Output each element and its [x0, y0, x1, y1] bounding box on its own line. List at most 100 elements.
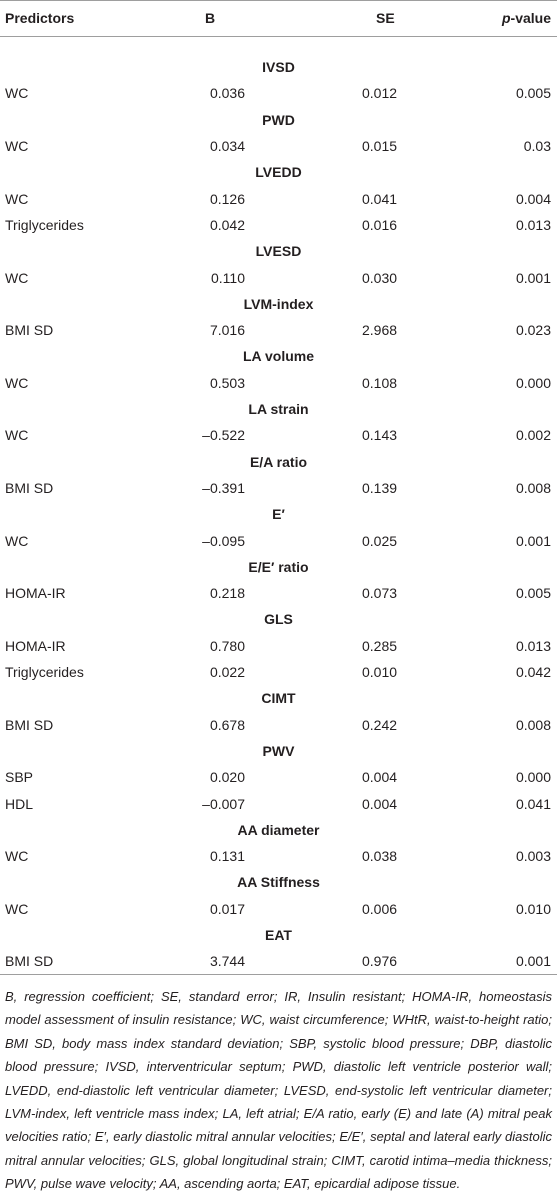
p-value: 0.023 — [515, 322, 551, 339]
se-value: 0.038 — [362, 848, 398, 865]
b-value: 0.020 — [209, 769, 245, 786]
se-value: 0.073 — [362, 585, 398, 602]
b-value: 0.678 — [209, 716, 245, 733]
header-cell: p-value — [502, 8, 551, 28]
b-value: 0.034 — [209, 138, 245, 155]
predictor: HOMA-IR — [5, 637, 66, 654]
header-cell: SE — [376, 10, 395, 26]
predictor: BMI SD — [5, 716, 54, 733]
bottom-rule — [0, 974, 557, 975]
p-value: 0.008 — [515, 716, 551, 733]
b-value: –0.007 — [202, 795, 245, 812]
predictor: WC — [5, 427, 29, 444]
group-heading: CIMT — [261, 690, 296, 707]
se-value: 0.143 — [362, 427, 398, 444]
p-value: 0.003 — [515, 848, 551, 865]
b-value: 7.016 — [209, 322, 245, 339]
group-heading: PWD — [262, 111, 295, 128]
predictor: Triglycerides — [5, 216, 84, 233]
b-value: 0.131 — [209, 848, 245, 865]
b-value: 0.110 — [211, 269, 245, 286]
predictor: Triglycerides — [5, 664, 84, 681]
predictor: WC — [5, 138, 29, 155]
p-value: 0.042 — [515, 664, 551, 681]
b-value: 0.218 — [209, 585, 245, 602]
se-value: 0.976 — [362, 953, 398, 970]
se-value: 0.108 — [362, 374, 398, 391]
group-heading: E/A ratio — [249, 453, 308, 470]
predictor: BMI SD — [5, 953, 54, 970]
p-value: 0.010 — [515, 900, 551, 917]
group-heading: LVM-index — [243, 295, 314, 312]
b-value: 0.126 — [209, 190, 245, 207]
header-italic: p — [501, 10, 511, 26]
p-value: 0.013 — [515, 216, 551, 233]
p-value: 0.008 — [515, 479, 551, 496]
top-rule — [0, 0, 557, 1]
p-value: 0.004 — [515, 190, 551, 207]
se-value: 0.004 — [362, 795, 398, 812]
b-value: 0.022 — [209, 664, 245, 681]
group-heading: IVSD — [262, 59, 295, 76]
b-value: 0.503 — [209, 374, 245, 391]
b-value: –0.522 — [202, 427, 245, 444]
b-value: 0.036 — [209, 85, 245, 102]
group-heading: LA volume — [242, 348, 315, 365]
group-heading: E/E′ ratio — [248, 558, 309, 575]
b-value: 0.042 — [209, 216, 245, 233]
b-value: 0.780 — [209, 637, 245, 654]
se-value: 0.010 — [362, 664, 398, 681]
b-value: 3.744 — [209, 953, 245, 970]
predictor: HDL — [5, 795, 34, 812]
se-value: 0.025 — [362, 532, 398, 549]
predictor: WC — [5, 848, 29, 865]
predictor: WC — [5, 900, 29, 917]
header-rule — [0, 36, 557, 37]
p-value: 0.000 — [515, 374, 551, 391]
p-value: 0.041 — [515, 795, 551, 812]
se-value: 0.041 — [362, 190, 398, 207]
predictor: WC — [5, 190, 29, 207]
b-value: 0.017 — [209, 900, 245, 917]
p-value: 0.005 — [515, 585, 551, 602]
predictor: WC — [5, 532, 29, 549]
group-heading: PWV — [262, 742, 295, 759]
se-value: 0.004 — [362, 769, 398, 786]
predictor: SBP — [5, 769, 34, 786]
se-value: 0.139 — [362, 479, 398, 496]
p-value: 0.001 — [515, 532, 551, 549]
predictor: WC — [5, 374, 29, 391]
group-heading: LVEDD — [255, 164, 302, 181]
group-heading: LVESD — [255, 243, 302, 260]
p-value: 0.000 — [515, 769, 551, 786]
p-value: 0.002 — [515, 427, 551, 444]
predictor: HOMA-IR — [5, 585, 66, 602]
p-value: 0.001 — [515, 269, 551, 286]
p-value: 0.013 — [515, 637, 551, 654]
se-value: 0.030 — [362, 269, 398, 286]
se-value: 0.015 — [362, 138, 398, 155]
footnote: B, regression coefficient; SE, standard … — [5, 989, 552, 1192]
se-value: 0.285 — [362, 637, 398, 654]
se-value: 2.968 — [362, 322, 398, 339]
header-text: -value — [510, 10, 551, 26]
predictor: WC — [5, 269, 29, 286]
b-value: –0.095 — [202, 532, 245, 549]
header-cell: Predictors — [5, 10, 75, 26]
p-value: 0.03 — [523, 138, 551, 155]
group-heading: EAT — [265, 927, 292, 944]
predictor: BMI SD — [5, 479, 54, 496]
group-heading: AA Stiffness — [237, 874, 320, 891]
header-cell: B — [205, 10, 216, 26]
group-heading: AA diameter — [237, 821, 320, 838]
se-value: 0.242 — [362, 716, 398, 733]
b-value: –0.391 — [202, 479, 245, 496]
group-heading: E′ — [272, 506, 285, 523]
se-value: 0.012 — [362, 85, 398, 102]
p-value: 0.001 — [515, 953, 551, 970]
group-heading: LA strain — [248, 401, 309, 418]
se-value: 0.016 — [362, 216, 398, 233]
p-value: 0.005 — [515, 85, 551, 102]
se-value: 0.006 — [362, 900, 398, 917]
